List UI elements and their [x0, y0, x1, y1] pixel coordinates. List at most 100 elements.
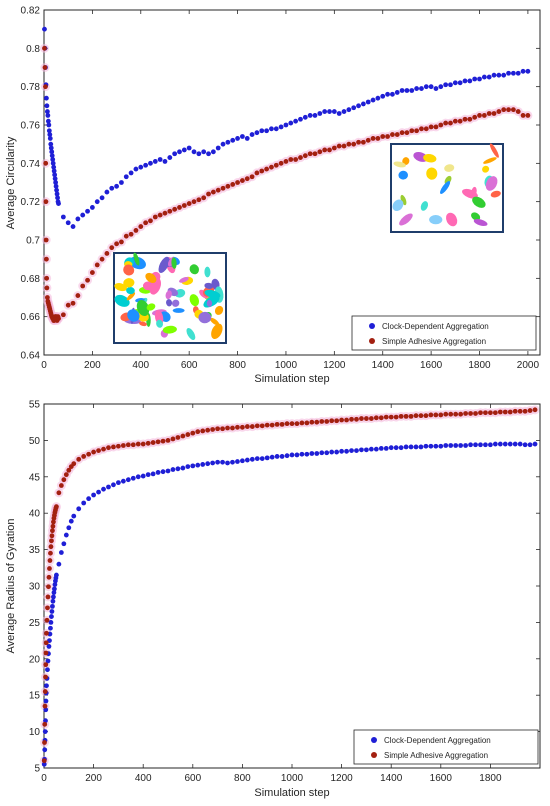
adhesive-point — [46, 574, 52, 580]
adhesive-point — [152, 214, 158, 220]
adhesive-point — [259, 168, 265, 174]
adhesive-point — [220, 185, 226, 191]
adhesive-point — [288, 157, 294, 162]
x-tick-label: 1600 — [430, 773, 453, 784]
clock-point — [48, 145, 54, 151]
aggregate-blob — [198, 311, 212, 324]
adhesive-point — [254, 170, 260, 176]
clock-point — [140, 473, 146, 479]
y-tick-label: 20 — [29, 654, 41, 665]
clock-point — [45, 113, 51, 118]
clock-point — [114, 183, 119, 189]
adhesive-point — [477, 113, 482, 118]
clock-point — [438, 443, 444, 449]
adhesive-point — [378, 415, 384, 421]
adhesive-point — [65, 302, 71, 308]
x-tick-label: 400 — [135, 773, 152, 784]
adhesive-point — [302, 153, 308, 159]
adhesive-point — [380, 134, 386, 139]
clock-point — [302, 114, 308, 120]
inset-image-left — [113, 252, 227, 344]
adhesive-point — [298, 155, 303, 160]
clock-point — [488, 442, 493, 448]
adhesive-point — [104, 251, 110, 256]
clock-point — [75, 216, 81, 222]
clock-point — [44, 109, 50, 114]
x-tick-label: 1800 — [468, 360, 491, 371]
adhesive-point — [438, 412, 444, 418]
clock-point — [94, 199, 100, 205]
y-tick-label: 50 — [29, 436, 41, 447]
clock-point — [143, 162, 149, 168]
clock-point — [240, 458, 245, 464]
clock-point — [47, 132, 53, 137]
aggregate-blob — [145, 272, 157, 283]
adhesive-point — [428, 412, 434, 418]
clock-point — [413, 444, 419, 450]
adhesive-point — [433, 124, 439, 130]
adhesive-point — [314, 419, 320, 425]
adhesive-point — [172, 206, 178, 212]
adhesive-point — [453, 411, 459, 417]
aggregate-blob — [211, 323, 223, 339]
clock-point — [111, 482, 116, 488]
adhesive-point — [210, 427, 216, 432]
adhesive-point — [47, 566, 52, 571]
clock-point — [49, 609, 55, 614]
adhesive-point — [43, 650, 49, 656]
clock-point — [309, 451, 315, 456]
clock-point — [458, 443, 464, 448]
x-tick-label: 1600 — [420, 360, 443, 371]
adhesive-point — [165, 438, 171, 443]
aggregate-blob — [162, 325, 177, 334]
legend-marker-clock — [369, 323, 375, 329]
adhesive-point — [517, 408, 523, 414]
adhesive-point — [58, 483, 64, 488]
adhesive-point — [167, 208, 173, 214]
clock-point — [349, 448, 354, 453]
adhesive-point — [443, 411, 449, 417]
adhesive-point — [135, 441, 141, 447]
adhesive-point — [123, 233, 129, 239]
clock-point — [125, 477, 131, 483]
x-tick-label: 800 — [234, 773, 251, 784]
x-tick-label: 1400 — [380, 773, 403, 784]
clock-point — [312, 113, 318, 118]
aggregate-blob — [123, 264, 135, 276]
adhesive-point — [404, 130, 410, 136]
adhesive-point — [365, 137, 371, 143]
clock-point — [145, 472, 151, 478]
y-tick-label: 0.72 — [21, 197, 41, 208]
adhesive-point — [349, 416, 354, 422]
clock-point — [278, 124, 284, 130]
adhesive-point — [42, 721, 48, 727]
adhesive-point — [360, 139, 366, 145]
aggregate-blob — [174, 289, 186, 298]
clock-point — [175, 466, 181, 472]
data-points — [39, 405, 540, 767]
y-tick-label: 0.68 — [21, 274, 41, 285]
adhesive-point — [334, 418, 340, 424]
clock-point — [48, 620, 54, 625]
clock-point — [101, 486, 106, 492]
clock-point — [364, 447, 369, 453]
clock-point — [244, 136, 250, 141]
legend-label-adhesive: Simple Adhesive Aggregation — [382, 337, 486, 346]
adhesive-point — [42, 45, 47, 51]
x-tick-label: 200 — [85, 773, 102, 784]
clock-point — [177, 149, 182, 155]
clock-point — [49, 149, 55, 155]
clock-point — [385, 91, 390, 97]
adhesive-point — [240, 178, 245, 183]
adhesive-point — [329, 418, 335, 424]
clock-point — [404, 88, 410, 93]
clock-point — [356, 103, 361, 109]
aggregate-blob — [172, 308, 185, 313]
adhesive-point — [111, 444, 116, 450]
clock-point — [322, 109, 328, 114]
clock-point — [53, 183, 59, 189]
clock-point — [378, 446, 384, 451]
clock-point — [152, 159, 158, 164]
y-tick-label: 30 — [29, 582, 41, 593]
adhesive-point — [336, 143, 342, 149]
